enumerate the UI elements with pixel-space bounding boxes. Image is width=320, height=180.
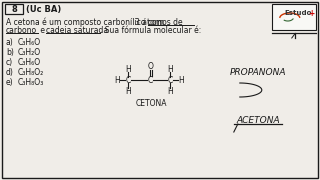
Text: e: e xyxy=(38,26,47,35)
Text: H: H xyxy=(125,64,131,73)
Text: A cetona é um composto carbonílico com: A cetona é um composto carbonílico com xyxy=(6,17,166,27)
Text: cadeia saturada: cadeia saturada xyxy=(46,26,108,35)
Text: C₃H₈O₃: C₃H₈O₃ xyxy=(18,78,44,87)
Text: 3 átomos de: 3 átomos de xyxy=(135,17,182,26)
Text: +: + xyxy=(308,8,314,17)
Text: C: C xyxy=(147,75,153,84)
Text: C₃H₆O: C₃H₆O xyxy=(18,37,41,46)
Text: H: H xyxy=(178,75,184,84)
Text: 8: 8 xyxy=(11,5,17,14)
Text: . Sua fórmula molecular é:: . Sua fórmula molecular é: xyxy=(100,26,201,35)
Text: Estudo: Estudo xyxy=(285,10,312,16)
Text: C: C xyxy=(167,75,172,84)
Text: PROPANONA: PROPANONA xyxy=(229,68,286,76)
Text: H: H xyxy=(114,75,120,84)
Text: b): b) xyxy=(6,48,14,57)
FancyBboxPatch shape xyxy=(272,4,316,30)
Text: C₃H₂O: C₃H₂O xyxy=(18,48,41,57)
Text: CETONA: CETONA xyxy=(135,98,167,107)
Text: O: O xyxy=(148,62,154,71)
Text: C₃H₈O₂: C₃H₈O₂ xyxy=(18,68,44,76)
Text: ACETONA: ACETONA xyxy=(236,116,280,125)
Text: carbono: carbono xyxy=(6,26,37,35)
Text: a): a) xyxy=(6,37,14,46)
Text: c): c) xyxy=(6,57,13,66)
Text: d): d) xyxy=(6,68,14,76)
Text: H: H xyxy=(125,87,131,96)
Text: C₃H₆O: C₃H₆O xyxy=(18,57,41,66)
Text: C: C xyxy=(125,75,131,84)
Text: e): e) xyxy=(6,78,14,87)
Text: H: H xyxy=(167,64,173,73)
Text: H: H xyxy=(167,87,173,96)
Text: (Uc BA): (Uc BA) xyxy=(26,5,61,14)
